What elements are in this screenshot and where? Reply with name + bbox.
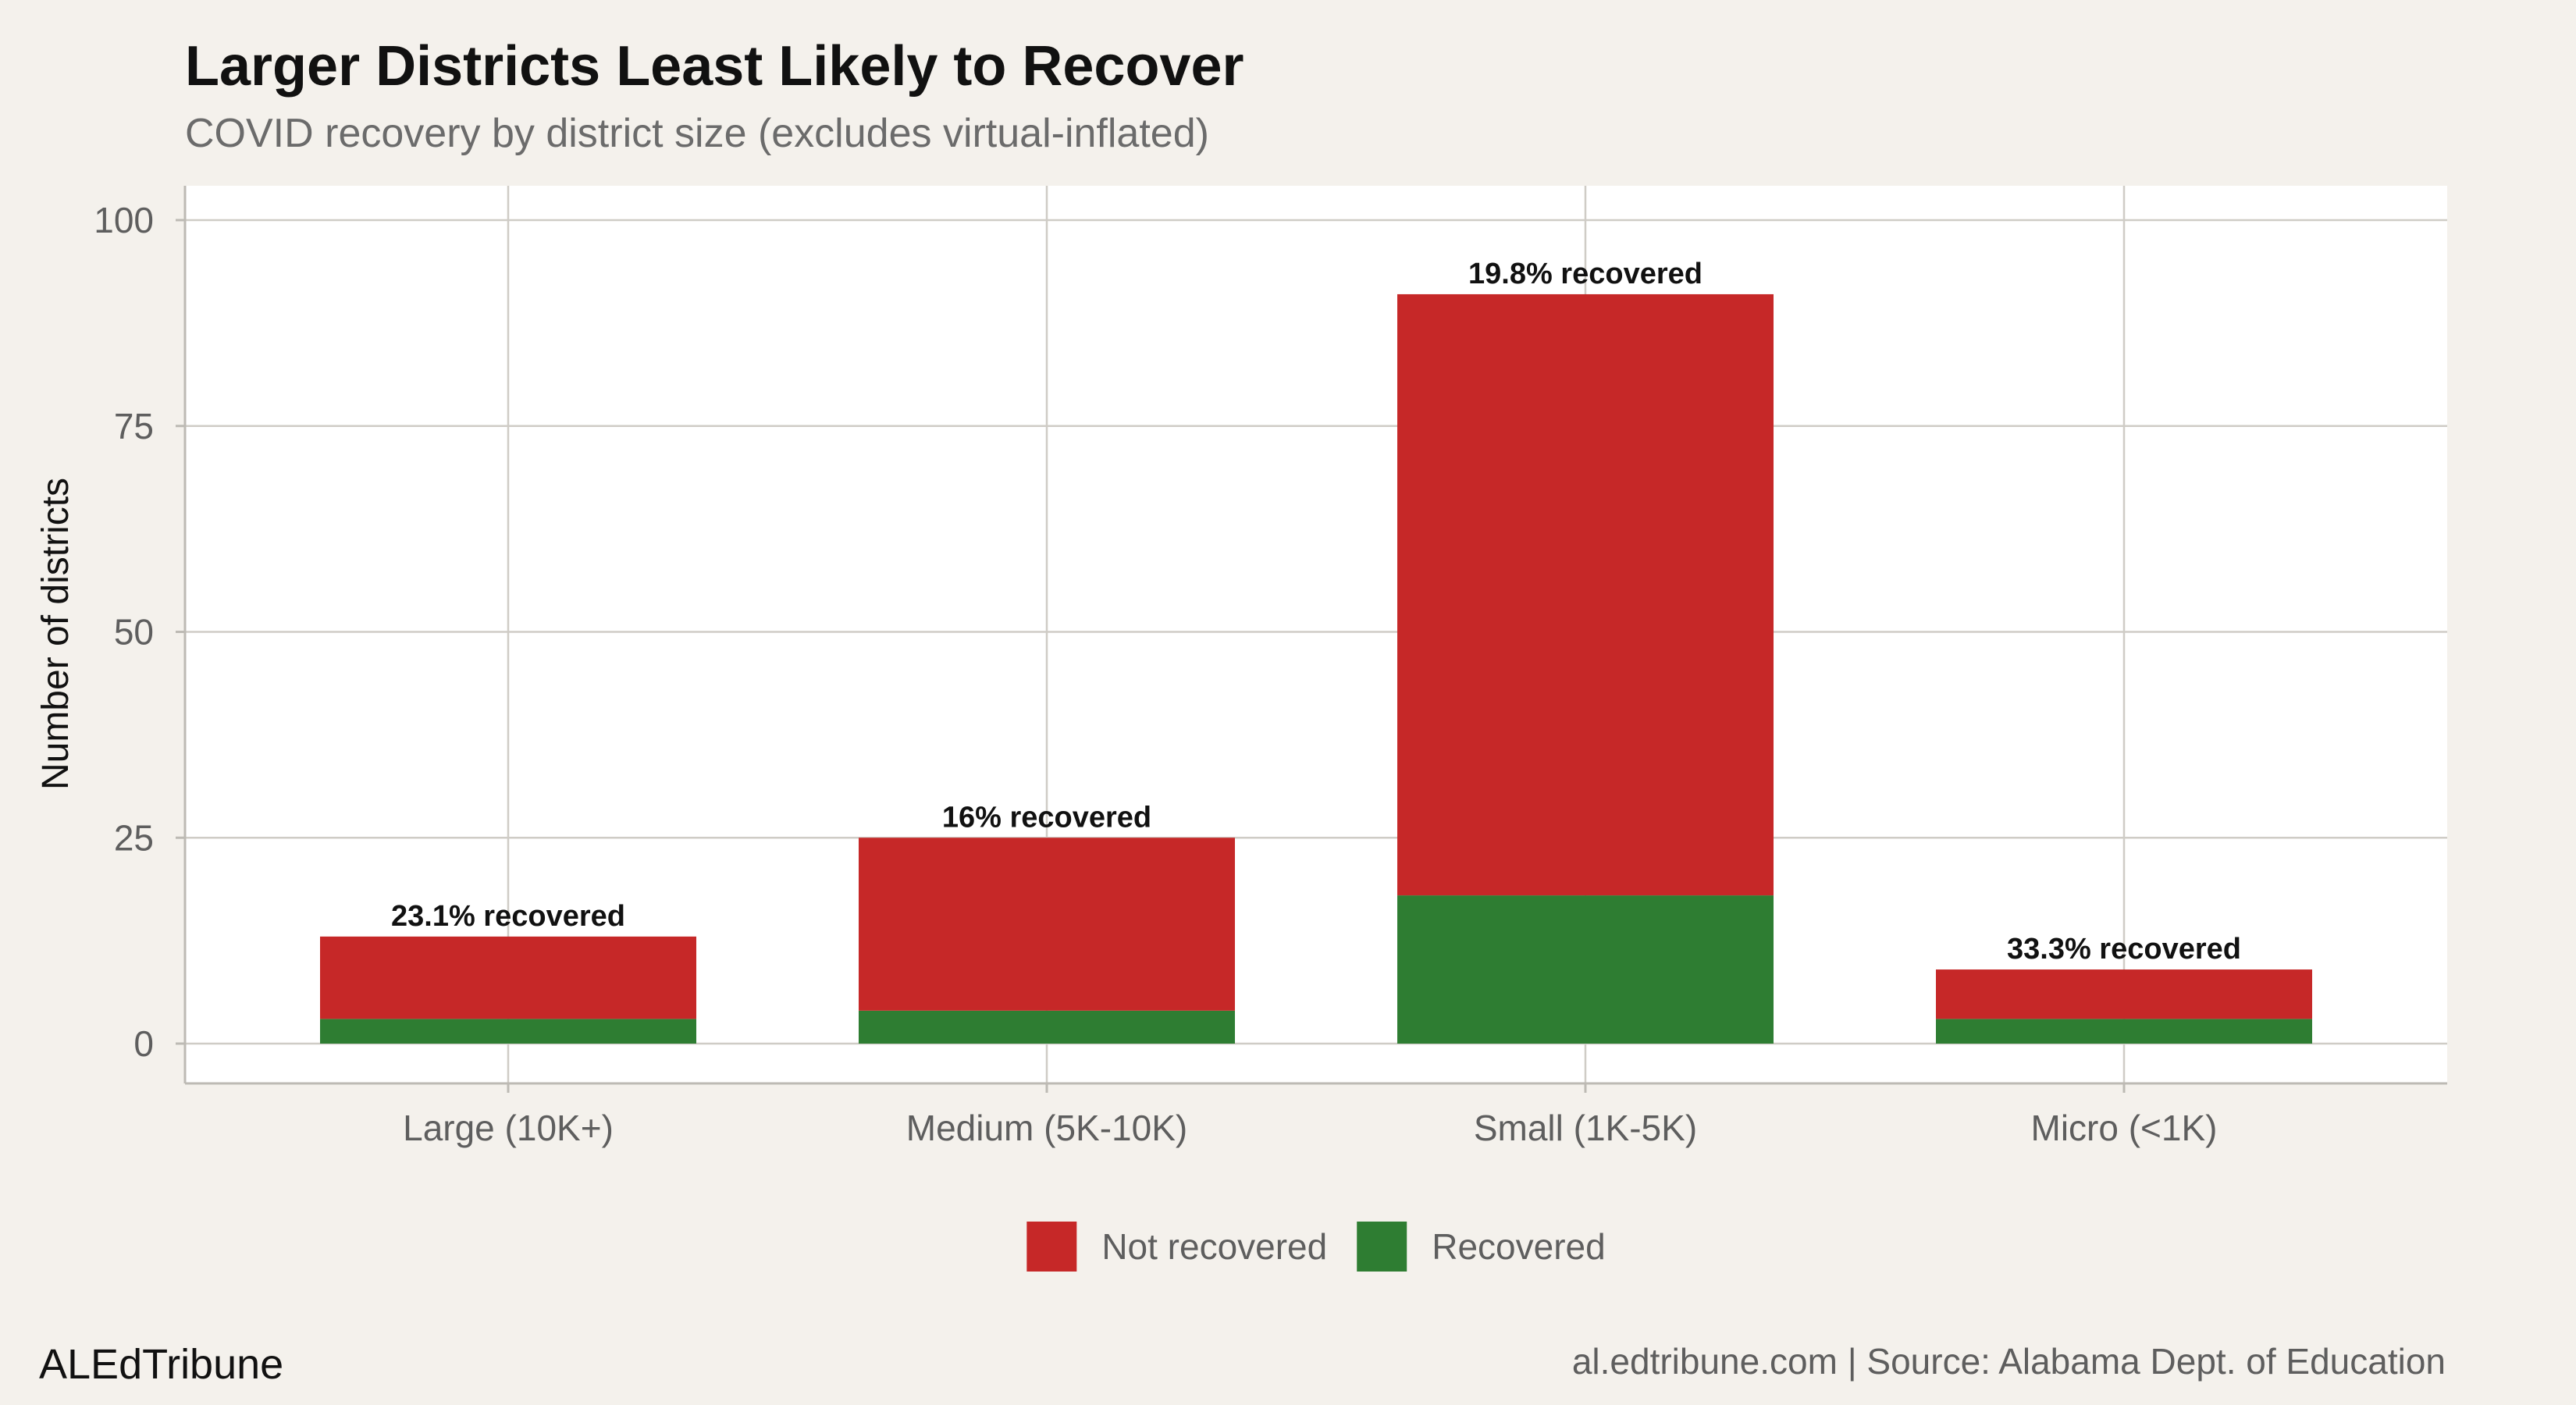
bars: [320, 293, 2312, 1044]
bar-label: 23.1% recovered: [391, 900, 625, 933]
y-axis-title: Number of districts: [35, 478, 76, 790]
bar-label: 19.8% recovered: [1468, 258, 1703, 290]
bar-label: 33.3% recovered: [2007, 933, 2241, 966]
y-tick-label: 0: [133, 1023, 154, 1064]
legend-label: Recovered: [1432, 1226, 1605, 1267]
bar-not-recovered: [320, 936, 696, 1019]
chart-subtitle: COVID recovery by district size (exclude…: [185, 111, 1209, 156]
bar-recovered: [859, 1010, 1235, 1044]
legend: Not recovered Recovered: [1026, 1222, 1606, 1272]
y-axis-ticks: 0 25 50 75 100: [94, 200, 185, 1064]
y-tick-label: 75: [114, 406, 154, 446]
brand-logo: ALEdTribune: [39, 1341, 283, 1388]
source-note: al.edtribune.com | Source: Alabama Dept.…: [1572, 1341, 2446, 1382]
bar-not-recovered: [1397, 293, 1774, 896]
x-tick-label: Micro (<1K): [2031, 1108, 2218, 1148]
bar-recovered: [1397, 895, 1774, 1044]
y-tick-label: 100: [94, 200, 154, 240]
x-tick-label: Small (1K-5K): [1474, 1108, 1697, 1148]
legend-key: [1026, 1222, 1077, 1272]
bar-recovered: [320, 1019, 696, 1044]
x-tick-label: Large (10K+): [403, 1108, 614, 1148]
x-axis-ticks: Large (10K+) Medium (5K-10K) Small (1K-5K)…: [403, 1083, 2217, 1148]
bar-labels: 23.1% recovered 16% recovered 19.8% recove…: [391, 258, 2241, 966]
bar-recovered: [1936, 1019, 2312, 1044]
bar-not-recovered: [1936, 969, 2312, 1019]
y-tick-label: 25: [114, 817, 154, 858]
bar-label: 16% recovered: [942, 801, 1151, 834]
y-tick-label: 50: [114, 612, 154, 653]
legend-key: [1357, 1222, 1407, 1272]
legend-label: Not recovered: [1101, 1226, 1327, 1267]
plot-area: [185, 186, 2447, 1083]
x-tick-label: Medium (5K-10K): [906, 1108, 1187, 1148]
bar-not-recovered: [859, 838, 1235, 1011]
chart-title: Larger Districts Least Likely to Recover: [185, 35, 1244, 98]
